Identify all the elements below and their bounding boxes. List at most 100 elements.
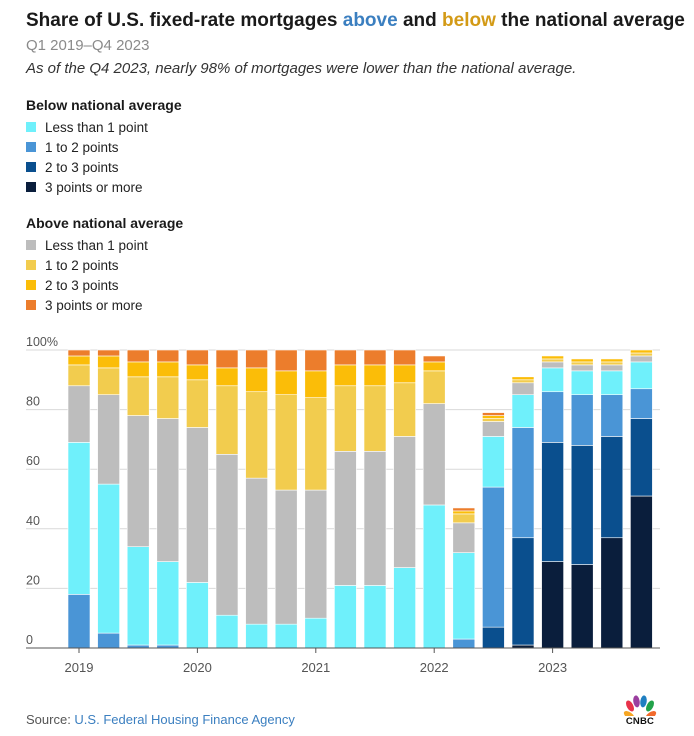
- source-agency: U.S. Federal Housing Finance Agency: [74, 712, 295, 727]
- bar-segment: [541, 367, 564, 393]
- bar-segment: [186, 364, 209, 381]
- y-tick-label: 20: [26, 573, 40, 587]
- x-tick-label: 2022: [420, 660, 449, 675]
- bar-segment: [570, 358, 594, 363]
- bar-segment: [482, 421, 505, 437]
- bar-segment: [186, 582, 209, 649]
- bar-segment: [630, 495, 653, 649]
- bar-segment: [97, 632, 120, 649]
- legend-swatch: [26, 162, 36, 172]
- legend-item: 2 to 3 points: [26, 275, 183, 295]
- bar-segment: [570, 394, 594, 446]
- legend-above: Above national average Less than 1 point…: [26, 215, 183, 315]
- bar-segment: [67, 364, 91, 387]
- legend-label: 1 to 2 points: [45, 139, 119, 155]
- bar-segment: [511, 379, 535, 384]
- bar-segment: [482, 486, 505, 628]
- bar-segment: [304, 397, 328, 491]
- bar-segment: [630, 355, 653, 363]
- legend-label: 3 points or more: [45, 297, 143, 313]
- bar-segment: [126, 415, 150, 547]
- bar-segment: [452, 552, 476, 640]
- bar-segment: [630, 388, 653, 419]
- bar-segment: [304, 617, 328, 649]
- bar-segment: [363, 585, 387, 649]
- bar-segment: [363, 349, 387, 366]
- bar-segment: [600, 370, 624, 396]
- bar-segment: [600, 394, 624, 437]
- bar-segment: [452, 507, 476, 512]
- legend-item: 3 points or more: [26, 295, 183, 315]
- bar-segment: [67, 594, 91, 649]
- legend-swatch: [26, 300, 36, 310]
- title-below-word: below: [442, 10, 496, 31]
- bar-segment: [452, 510, 476, 515]
- title-prefix: Share of U.S. fixed-rate mortgages: [26, 10, 343, 31]
- legend-below: Below national average Less than 1 point…: [26, 97, 182, 197]
- bar-segment: [452, 638, 476, 649]
- bar-segment: [186, 427, 209, 583]
- bar-segment: [274, 349, 298, 372]
- bar-segment: [541, 358, 564, 363]
- bar-segment: [156, 376, 180, 419]
- bar-segment: [245, 391, 268, 479]
- bar-segment: [600, 361, 624, 366]
- bar-segment: [393, 567, 416, 649]
- title-above-word: above: [342, 10, 398, 31]
- legend-item: Less than 1 point: [26, 235, 183, 255]
- bar-segment: [393, 349, 416, 366]
- bar-segment: [363, 451, 387, 586]
- bar-segment: [482, 412, 505, 416]
- legend-label: Less than 1 point: [45, 237, 148, 253]
- bar-segment: [334, 385, 357, 452]
- bar-segment: [570, 364, 594, 372]
- bar-segment: [511, 382, 535, 395]
- bar-segment: [452, 513, 476, 524]
- source-prefix: Source:: [26, 712, 75, 727]
- bar-segment: [215, 454, 239, 616]
- bar-segment: [541, 361, 564, 369]
- x-tick-label: 2019: [65, 660, 94, 675]
- legend-label: 3 points or more: [45, 179, 143, 195]
- bar-segment: [393, 436, 416, 568]
- bar-segment: [393, 364, 416, 384]
- bar-segment: [363, 385, 387, 452]
- bar-segment: [511, 427, 535, 539]
- legend-swatch: [26, 240, 36, 250]
- legend-above-heading: Above national average: [26, 215, 184, 231]
- bar-segment: [97, 355, 120, 369]
- legend-swatch: [26, 182, 36, 192]
- legend-label: Less than 1 point: [45, 119, 148, 135]
- legend-swatch: [26, 122, 36, 132]
- bar-segment: [304, 349, 328, 372]
- bar-segment: [215, 385, 239, 455]
- bar-segment: [511, 537, 535, 646]
- bar-segment: [215, 349, 239, 369]
- bar-segment: [156, 349, 180, 363]
- logo-text: CNBC: [625, 716, 655, 727]
- legend-below-heading: Below national average: [26, 97, 182, 113]
- bar-segment: [630, 418, 653, 497]
- legend-label: 2 to 3 points: [45, 159, 119, 175]
- bar-segment: [630, 352, 653, 357]
- chart-title: Share of U.S. fixed-rate mortgages above…: [26, 10, 685, 32]
- bar-segment: [600, 537, 624, 649]
- bar-segment: [334, 451, 357, 586]
- bar-segment: [452, 522, 476, 553]
- legend-label: 1 to 2 points: [45, 257, 119, 273]
- bar-segment: [511, 394, 535, 428]
- chart-subtitle: Q1 2019–Q4 2023: [26, 37, 150, 54]
- title-suffix: the national average: [495, 10, 685, 31]
- y-tick-label: 0: [26, 633, 33, 647]
- bar-segment: [393, 382, 416, 437]
- bar-segment: [541, 442, 564, 562]
- bar-segment: [126, 361, 150, 378]
- y-tick-label: 80: [26, 395, 40, 409]
- bar-segment: [600, 364, 624, 372]
- bar-segment: [541, 391, 564, 443]
- bar-segment: [156, 418, 180, 562]
- bar-segment: [541, 355, 564, 360]
- legend-item: 3 points or more: [26, 177, 182, 197]
- bar-segment: [126, 376, 150, 416]
- legend-swatch: [26, 260, 36, 270]
